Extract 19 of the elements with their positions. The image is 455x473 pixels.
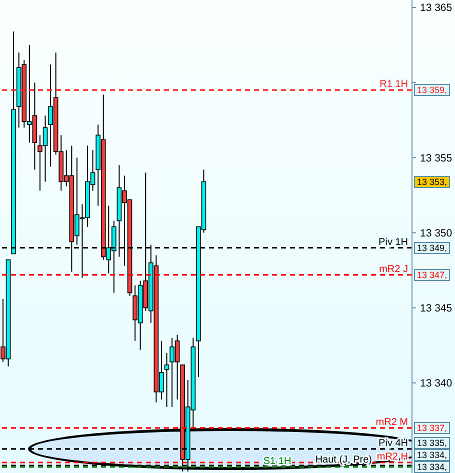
annotation: 13 337, bbox=[414, 422, 450, 434]
text: 13 334, bbox=[414, 449, 450, 461]
y-tick-label: 13 365 bbox=[420, 2, 452, 14]
annotation: 13 353, bbox=[414, 176, 450, 188]
ref-line-label: R1 1H bbox=[380, 79, 408, 90]
ref-line-label: Piv 4H bbox=[378, 438, 408, 449]
y-tick-label: 13 345 bbox=[420, 302, 452, 314]
y-tick-label: 13 340 bbox=[420, 378, 452, 390]
text: 13 334, bbox=[414, 461, 450, 473]
ref-line-label: mR2 M bbox=[376, 416, 408, 428]
y-tick-label: 13 350 bbox=[420, 227, 452, 240]
y-tick-label: 13 355 bbox=[420, 152, 452, 164]
annotation: 13 347, bbox=[414, 268, 450, 281]
ref-line-label: mR2 J bbox=[379, 264, 408, 275]
ref-line-label: Piv 1H bbox=[378, 236, 408, 248]
text: 13 335, bbox=[414, 437, 450, 449]
annotation: 13 359, bbox=[414, 84, 450, 96]
annotation: 13 349, bbox=[414, 242, 450, 254]
candlestick bbox=[164, 352, 170, 408]
